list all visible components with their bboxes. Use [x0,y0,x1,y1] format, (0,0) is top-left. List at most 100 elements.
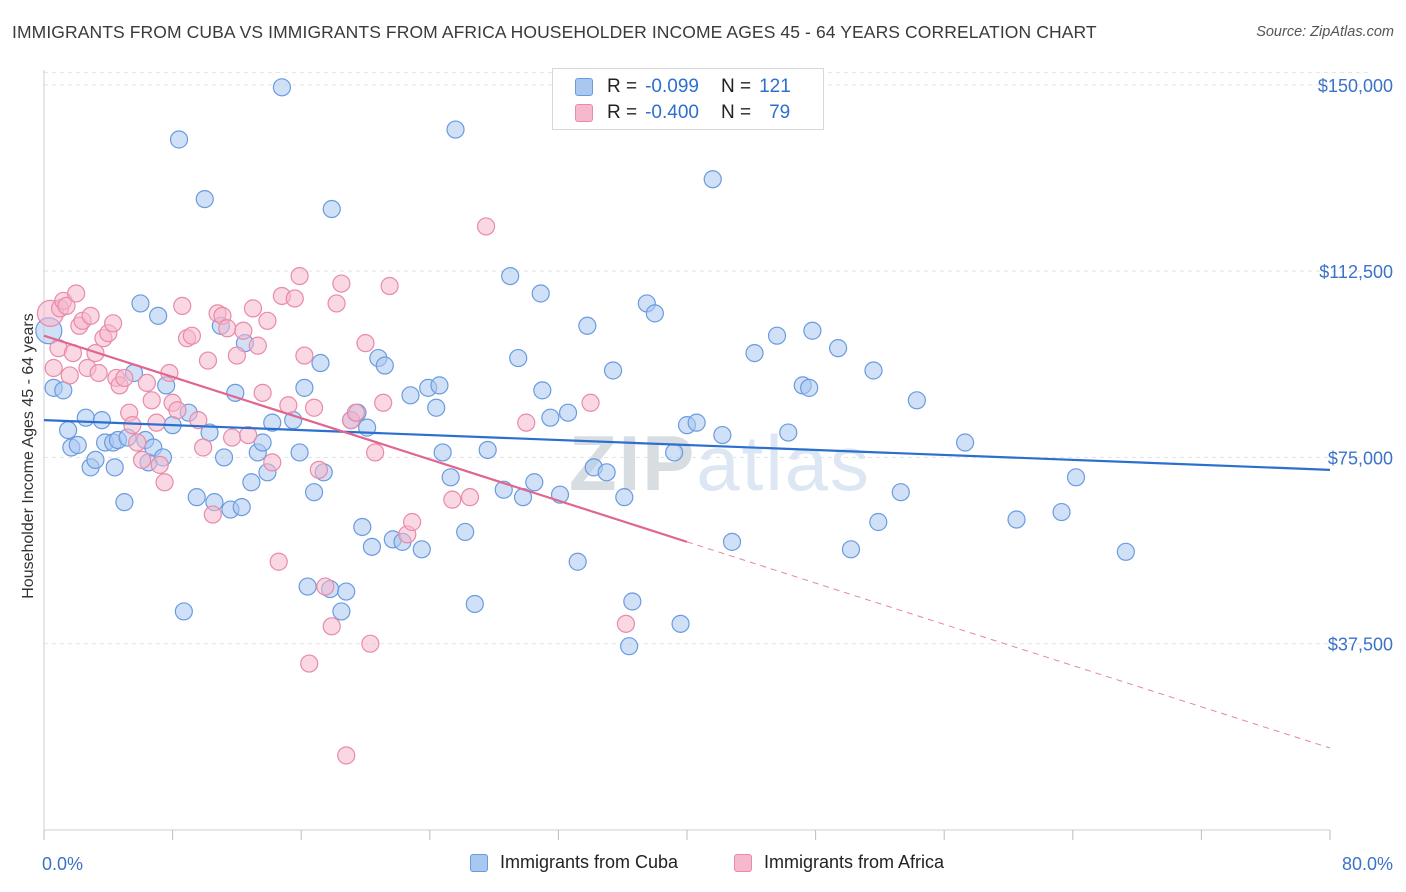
cuba-point [433,443,452,462]
africa-point [150,455,169,474]
cuba-point [76,408,95,427]
africa-point [222,428,242,447]
trend-lines [43,334,1331,749]
africa-point [123,416,142,435]
cuba-point [311,353,330,373]
africa-trend-extension [686,541,1331,749]
cuba-point [149,306,168,325]
africa-point [304,398,324,417]
cuba-series [35,78,1135,656]
africa-point [332,274,351,293]
legend-swatch-africa [575,104,593,122]
x-tick-label: 80.0% [1342,854,1393,874]
cuba-point [745,343,764,363]
africa-trend-line [43,334,688,543]
bottom-legend-africa: Immigrants from Africa [734,852,944,873]
cuba-point [620,637,639,656]
africa-point [295,346,314,365]
bottom-legend-swatch-africa [734,853,752,872]
cuba-point [533,381,552,400]
africa-point [182,326,201,345]
cuba-point [304,483,324,502]
africa-point [300,654,319,673]
cuba-point [295,378,314,397]
cuba-point [441,468,460,487]
cuba-point [703,170,722,189]
africa-point [290,266,309,286]
africa-point [81,306,100,325]
africa-point [460,488,480,507]
africa-point [316,577,335,596]
y-tick-label: $75,000 [1328,448,1393,468]
africa-point [239,425,258,445]
cuba-point [891,483,910,502]
cuba-point [864,361,883,380]
cuba-point [645,304,664,323]
cuba-point [131,294,150,313]
cuba-point [687,413,706,432]
africa-point [57,296,76,316]
cuba-point [465,594,484,614]
legend-r-label: R = [607,76,638,97]
cuba-point [478,440,497,460]
cuba-point [362,537,382,556]
legend-n-value: 121 [759,76,791,97]
cuba-point [332,602,351,621]
cuba-point [1007,510,1026,529]
africa-point [173,296,192,316]
cuba-point [214,448,234,467]
cuba-point [767,326,787,345]
cuba-point [531,284,550,303]
africa-point [89,363,108,383]
africa-point [361,634,380,653]
chart-title: IMMIGRANTS FROM CUBA VS IMMIGRANTS FROM … [12,22,1097,42]
africa-point [356,334,375,353]
africa-point [234,321,253,340]
africa-point [285,289,304,308]
cuba-point [615,488,634,507]
grid-lines [44,71,1370,645]
cuba-point [427,398,446,417]
africa-point [263,453,282,472]
bottom-legend-label-africa: Immigrants from Africa [764,852,945,872]
cuba-point [1052,502,1071,522]
cuba-point [105,458,124,477]
cuba-point [263,413,282,432]
africa-point [44,358,63,378]
x-tick-labels: 0.0% 80.0% [42,854,1393,874]
africa-point [258,311,277,330]
cuba-point [568,552,587,571]
cuba-point [242,473,261,492]
cuba-point [829,339,848,358]
africa-point [346,403,365,422]
x-tick-label: 0.0% [42,854,83,874]
y-tick-label: $112,500 [1319,262,1393,282]
cuba-point [558,403,578,422]
africa-series [36,217,636,765]
cuba-point [665,443,684,462]
africa-point [476,217,496,236]
africa-point [142,391,161,410]
cuba-point [955,433,975,452]
africa-point [253,383,272,402]
africa-point [403,512,422,532]
cuba-point [541,408,560,427]
africa-point [132,450,152,470]
africa-point [198,351,218,370]
y-tick-label: $150,000 [1318,76,1393,96]
cuba-point [800,378,819,397]
cuba-point [578,316,597,335]
cuba-point [174,602,193,621]
cuba-point [456,522,475,542]
africa-point [337,746,356,765]
cuba-point [226,383,245,402]
cuba-point [322,199,341,219]
africa-point [67,284,86,303]
cuba-point [501,266,520,286]
africa-point [248,336,267,355]
cuba-point [713,425,732,445]
cuba-point [623,592,642,611]
africa-point [374,393,393,412]
africa-point [218,319,237,338]
